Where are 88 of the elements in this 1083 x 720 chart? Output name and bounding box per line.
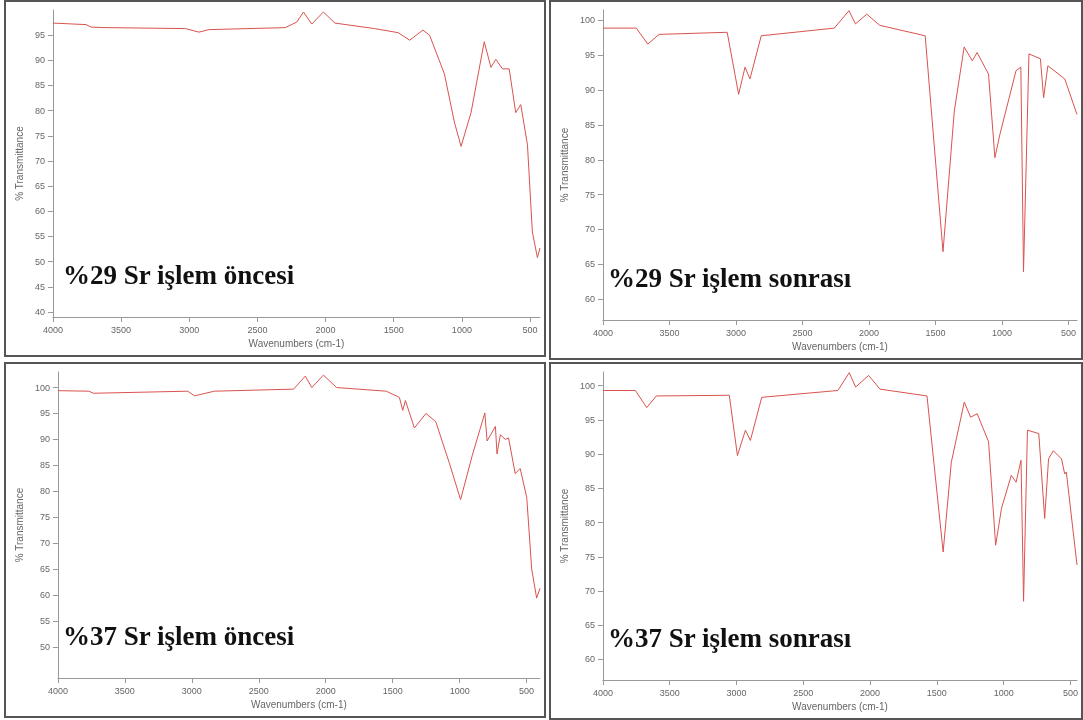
y-tick-label: 60 — [584, 294, 595, 305]
x-axis-title: Wavenumbers (cm-1) — [251, 699, 347, 711]
x-tick-label: 4000 — [592, 327, 613, 338]
line-series — [602, 372, 1078, 602]
y-tick-label: 80 — [34, 105, 45, 116]
y-tick-label: 85 — [584, 119, 595, 130]
x-tick-label: 2500 — [248, 685, 269, 696]
x-tick-label: 2500 — [793, 687, 814, 698]
line-series — [52, 11, 541, 259]
x-tick-label: 2500 — [247, 324, 268, 335]
y-tick-label: 95 — [34, 30, 45, 41]
x-tick-label: 500 — [1061, 327, 1077, 338]
y-tick-label: 75 — [584, 189, 595, 200]
x-axis-title: Wavenumbers (cm-1) — [248, 338, 345, 350]
y-tick-label: 80 — [584, 154, 595, 165]
text: %37 Sr işlem sonrası — [608, 622, 852, 653]
x-tick-label: 2000 — [859, 327, 880, 338]
y-tick-label: 85 — [39, 460, 50, 471]
y-tick-label: 95 — [584, 414, 595, 425]
y-tick-label: 75 — [34, 130, 45, 141]
x-tick-label: 2000 — [860, 687, 881, 698]
y-tick-label: 85 — [584, 483, 595, 494]
x-tick-label: 3000 — [725, 327, 746, 338]
y-axis-title: % Transmittance — [558, 488, 570, 564]
y-tick-label: 55 — [34, 231, 45, 242]
y-tick-label: 95 — [39, 408, 50, 419]
x-tick-label: 1500 — [926, 687, 947, 698]
y-tick-label: 60 — [34, 206, 45, 217]
x-tick-label: 3500 — [114, 685, 135, 696]
x-tick-label: 1000 — [993, 687, 1014, 698]
y-tick-label: 40 — [34, 306, 45, 317]
y-tick-label: 90 — [584, 85, 595, 96]
x-tick-label: 2000 — [315, 324, 336, 335]
y-axis-title: % Transmittance — [13, 125, 25, 201]
y-tick-label: 75 — [39, 512, 50, 523]
x-tick-label: 1500 — [383, 324, 404, 335]
y-tick-label: 45 — [34, 281, 45, 292]
text: %29 Sr işlem sonrası — [608, 262, 852, 293]
x-tick-label: 3000 — [181, 685, 202, 696]
x-tick-label: 500 — [519, 685, 535, 696]
x-tick-label: 1000 — [451, 324, 472, 335]
x-tick-label: 2000 — [315, 685, 336, 696]
y-tick-label: 75 — [584, 551, 595, 562]
y-tick-label: 50 — [34, 256, 45, 267]
y-tick-label: 55 — [39, 615, 50, 626]
y-tick-label: 90 — [34, 55, 45, 66]
x-tick-label: 1500 — [382, 685, 403, 696]
text: %29 Sr işlem öncesi — [63, 259, 295, 290]
x-tick-label: 3500 — [111, 324, 132, 335]
x-tick-label: 1000 — [449, 685, 470, 696]
x-axis-title: Wavenumbers (cm-1) — [792, 701, 888, 713]
text: %37 Sr işlem öncesi — [63, 620, 295, 651]
y-tick-label: 70 — [584, 224, 595, 235]
x-tick-label: 500 — [1062, 687, 1078, 698]
y-tick-label: 65 — [34, 181, 45, 192]
y-tick-label: 80 — [39, 486, 50, 497]
y-tick-label: 65 — [584, 620, 595, 631]
x-tick-label: 2500 — [792, 327, 813, 338]
y-tick-label: 90 — [584, 449, 595, 460]
line-series — [57, 374, 541, 599]
x-tick-label: 3000 — [179, 324, 200, 335]
y-tick-label: 100 — [579, 380, 595, 391]
y-tick-label: 70 — [584, 586, 595, 597]
x-tick-label: 3000 — [726, 687, 747, 698]
y-tick-label: 50 — [39, 641, 50, 652]
y-axis-title: % Transmittance — [13, 487, 25, 563]
x-tick-label: 3500 — [659, 687, 680, 698]
x-tick-label: 1000 — [992, 327, 1013, 338]
y-tick-label: 65 — [584, 259, 595, 270]
y-axis-title: % Transmittance — [558, 127, 570, 203]
y-tick-label: 70 — [39, 538, 50, 549]
y-tick-label: 65 — [39, 564, 50, 575]
y-tick-label: 95 — [584, 50, 595, 61]
y-tick-label: 100 — [579, 15, 595, 26]
x-tick-label: 4000 — [47, 685, 68, 696]
x-tick-label: 4000 — [592, 687, 613, 698]
y-tick-label: 85 — [34, 80, 45, 91]
y-tick-label: 60 — [39, 590, 50, 601]
y-tick-label: 80 — [584, 517, 595, 528]
x-tick-label: 4000 — [42, 324, 63, 335]
x-tick-label: 1500 — [925, 327, 946, 338]
y-tick-label: 70 — [34, 155, 45, 166]
y-tick-label: 90 — [39, 434, 50, 445]
x-axis-title: Wavenumbers (cm-1) — [792, 341, 888, 353]
x-tick-label: 3500 — [659, 327, 680, 338]
x-tick-label: 500 — [522, 324, 538, 335]
y-tick-label: 60 — [584, 654, 595, 665]
y-tick-label: 100 — [34, 382, 50, 393]
